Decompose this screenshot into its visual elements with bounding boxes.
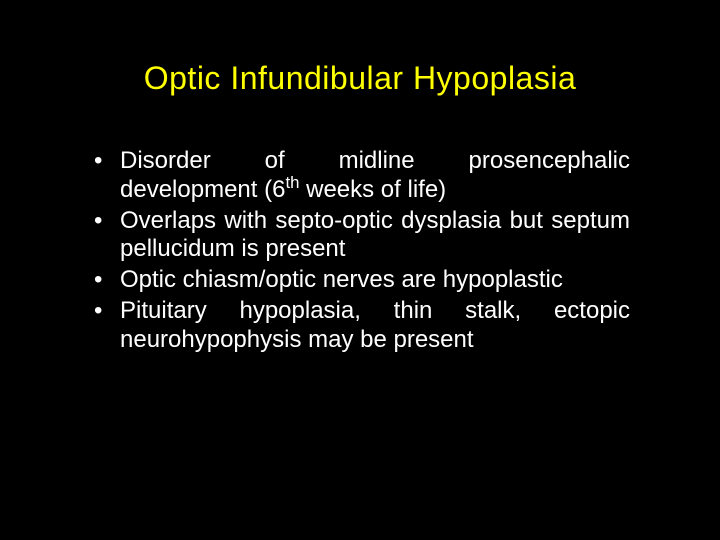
list-item: Overlaps with septo-optic dysplasia but … [90,207,630,265]
list-item: Pituitary hypoplasia, thin stalk, ectopi… [90,297,630,355]
slide: Optic Infundibular Hypoplasia Disorder o… [0,0,720,540]
list-item: Optic chiasm/optic nerves are hypoplasti… [90,266,630,295]
list-item: Disorder of midline prosencephalic devel… [90,147,630,205]
slide-title: Optic Infundibular Hypoplasia [90,60,630,97]
bullet-list: Disorder of midline prosencephalic devel… [90,147,630,355]
